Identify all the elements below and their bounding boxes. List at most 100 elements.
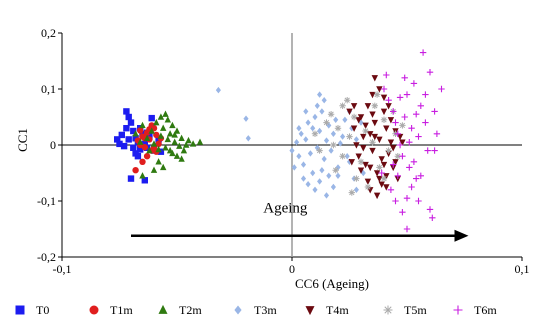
data-point	[367, 164, 374, 172]
data-point	[410, 158, 418, 165]
data-point	[415, 133, 422, 140]
data-point	[317, 91, 323, 98]
data-point	[162, 110, 169, 117]
data-point	[394, 153, 401, 160]
data-point	[300, 161, 307, 168]
data-point	[215, 86, 221, 94]
data-point	[360, 133, 367, 141]
data-point	[390, 164, 397, 172]
x-tick-label: -0,1	[53, 262, 72, 276]
data-point	[403, 225, 411, 233]
legend-marker	[305, 306, 315, 316]
data-point	[431, 147, 438, 154]
data-point	[340, 133, 346, 140]
data-point	[419, 49, 427, 56]
data-point	[143, 134, 151, 141]
data-point	[387, 117, 395, 124]
data-point	[291, 164, 297, 171]
data-point	[364, 103, 372, 110]
data-point	[362, 127, 369, 135]
data-point	[171, 131, 178, 138]
data-point	[380, 94, 388, 102]
y-axis-label: CC1	[15, 128, 30, 152]
data-point	[369, 139, 376, 146]
data-point	[339, 153, 346, 160]
legend-marker	[158, 304, 168, 314]
data-point	[408, 125, 415, 132]
data-point	[385, 103, 392, 110]
data-point	[317, 127, 323, 135]
series-t5m	[311, 91, 406, 196]
data-point	[183, 141, 190, 148]
data-point	[410, 80, 418, 87]
x-tick-label: 0	[289, 262, 295, 276]
data-point	[339, 102, 346, 109]
data-point	[185, 136, 192, 144]
legend-item-t4m: T4m	[305, 303, 349, 317]
data-point	[344, 153, 350, 160]
data-point	[422, 119, 429, 126]
data-point	[176, 142, 183, 149]
data-point	[123, 125, 130, 132]
data-point	[390, 145, 397, 152]
data-point	[296, 125, 302, 132]
data-point	[312, 186, 318, 193]
data-point	[173, 127, 181, 134]
data-point	[323, 192, 330, 199]
data-point	[399, 209, 406, 216]
data-point	[431, 108, 438, 115]
data-point	[150, 140, 158, 147]
data-point	[357, 158, 365, 165]
data-point	[334, 125, 342, 132]
data-point	[415, 197, 422, 205]
data-point	[385, 147, 392, 154]
data-point	[373, 192, 381, 200]
data-point	[399, 139, 406, 146]
data-point	[148, 127, 155, 134]
data-point	[141, 140, 148, 148]
data-point	[392, 197, 399, 205]
data-point	[332, 167, 339, 174]
data-point	[380, 161, 388, 169]
data-point	[380, 108, 388, 116]
data-point	[401, 74, 408, 81]
legend-item-t2m: T2m	[158, 303, 202, 317]
data-point	[150, 166, 158, 173]
legend-label: T3m	[254, 303, 277, 317]
data-point	[422, 91, 429, 98]
data-points	[114, 49, 445, 233]
data-point	[178, 155, 185, 162]
data-point	[344, 97, 351, 104]
data-point	[433, 130, 441, 137]
data-point	[116, 140, 123, 148]
data-point	[394, 130, 401, 137]
data-point	[155, 158, 162, 165]
data-point	[118, 131, 125, 139]
data-point	[348, 159, 355, 166]
data-point	[376, 86, 383, 93]
data-point	[337, 140, 343, 147]
data-point	[310, 125, 316, 132]
data-point	[387, 186, 395, 193]
data-point	[307, 150, 313, 157]
data-point	[328, 147, 334, 154]
data-point	[314, 102, 320, 109]
data-point	[166, 130, 174, 137]
data-point	[408, 183, 415, 191]
data-point	[355, 117, 362, 124]
data-point	[383, 184, 390, 191]
data-point	[169, 121, 176, 129]
data-point	[141, 177, 148, 184]
data-point	[342, 116, 348, 123]
data-point	[371, 102, 378, 109]
data-point	[399, 153, 406, 160]
data-point	[390, 108, 397, 115]
data-point	[360, 145, 367, 152]
data-point	[180, 146, 188, 154]
data-point	[164, 116, 171, 123]
data-point	[327, 111, 335, 118]
data-point	[330, 141, 337, 149]
y-tick-label: 0,2	[41, 26, 56, 40]
data-point	[360, 169, 366, 177]
